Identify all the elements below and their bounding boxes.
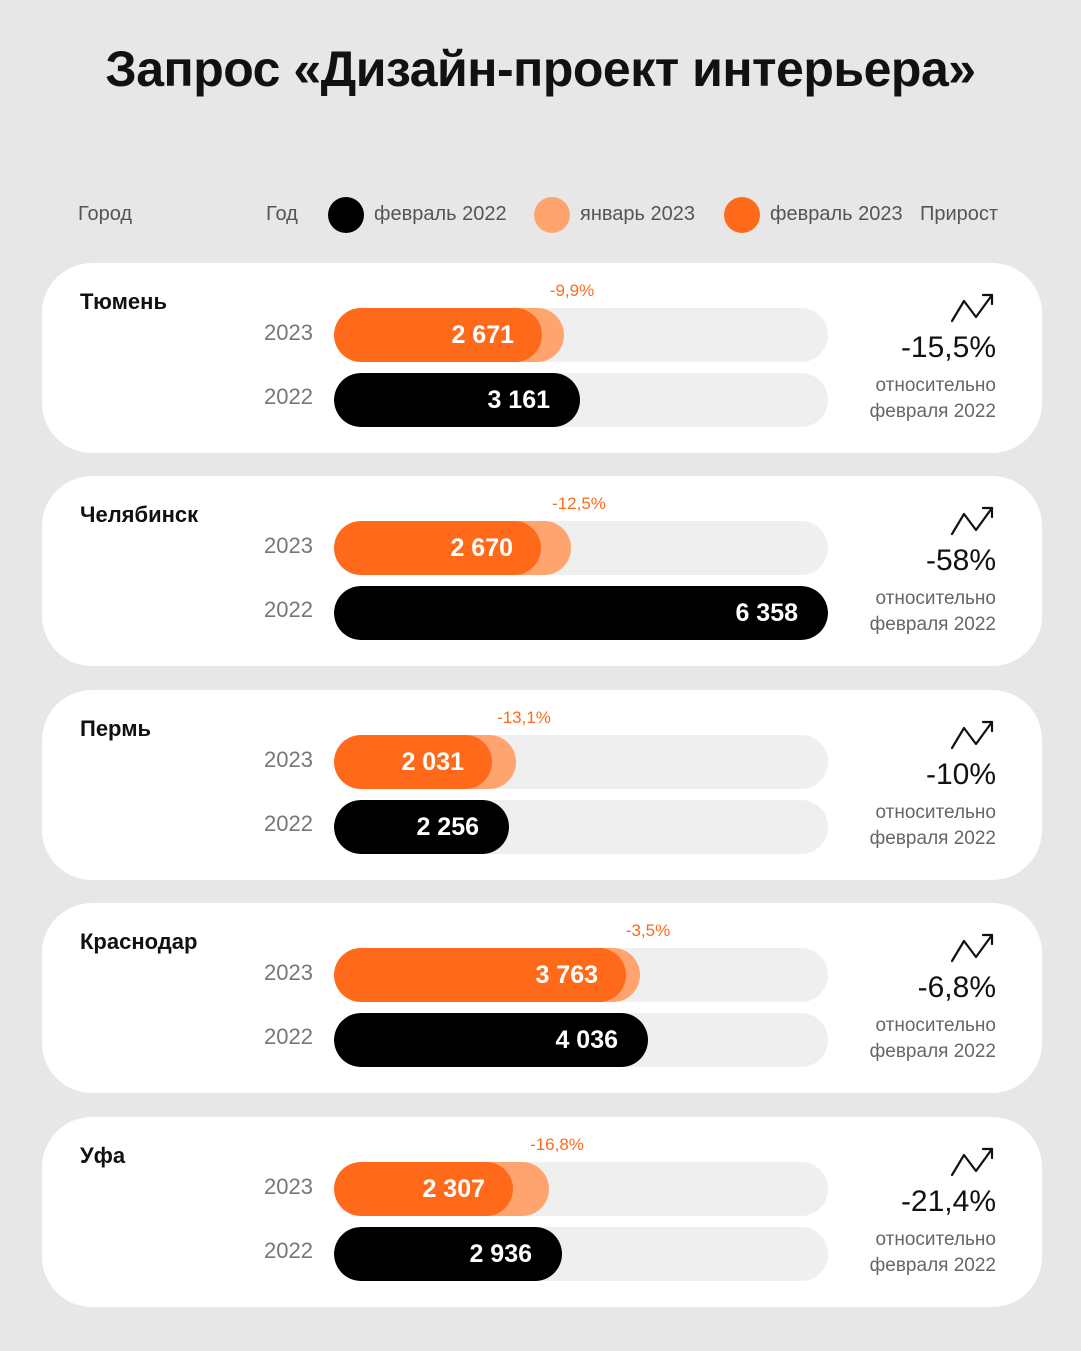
year-label-2022: 2022 [264,1238,324,1264]
relative-label-line2: февраля 2022 [870,614,996,636]
year-label-2023: 2023 [264,1174,324,1200]
trend-arrow-icon [950,1145,996,1179]
relative-label-line2: февраля 2022 [870,1041,996,1063]
year-label-2023: 2023 [264,747,324,773]
relative-label-line1: относительно [876,802,997,824]
bar-feb2023-value: 2 671 [334,308,514,362]
year-label-2022: 2022 [264,1024,324,1050]
legend-feb2022-label: февраль 2022 [374,203,507,226]
trend-arrow-icon [950,291,996,325]
bar-feb2023-value: 2 307 [334,1162,485,1216]
mom-change-label: -16,8% [530,1135,584,1155]
legend-jan2023-swatch [534,197,570,233]
bar-track-2023: 2 671 [334,308,828,362]
trend-arrow-icon [950,931,996,965]
city-name: Челябинск [80,502,198,528]
bar-track-2022: 2 256 [334,800,828,854]
legend: Город Год февраль 2022 январь 2023 февра… [0,195,1081,235]
bar-track-2022: 4 036 [334,1013,828,1067]
city-card: Краснодар -3,5% 2023 3 763 2022 4 036 -6… [42,903,1042,1093]
legend-year-label: Год [266,203,298,226]
bar-feb2023-value: 3 763 [334,948,598,1002]
mom-change-label: -13,1% [497,708,551,728]
relative-label-line2: февраля 2022 [870,1255,996,1277]
year-label-2022: 2022 [264,811,324,837]
bar-feb2022-value: 2 936 [334,1227,532,1281]
year-label-2023: 2023 [264,533,324,559]
relative-label-line1: относительно [876,1015,997,1037]
bar-track-2023: 3 763 [334,948,828,1002]
year-label-2023: 2023 [264,320,324,346]
bar-track-2023: 2 670 [334,521,828,575]
relative-label-line2: февраля 2022 [870,401,996,423]
bar-feb2022-value: 4 036 [334,1013,618,1067]
city-card: Уфа -16,8% 2023 2 307 2022 2 936 -21,4% … [42,1117,1042,1307]
legend-feb2022-swatch [328,197,364,233]
bar-track-2023: 2 307 [334,1162,828,1216]
bar-track-2022: 2 936 [334,1227,828,1281]
growth-value: -15,5% [901,331,996,365]
city-card: Пермь -13,1% 2023 2 031 2022 2 256 -10% … [42,690,1042,880]
bar-feb2023-value: 2 031 [334,735,464,789]
growth-value: -58% [926,544,996,578]
trend-arrow-icon [950,718,996,752]
page-title: Запрос «Дизайн-проект интерьера» [0,40,1081,98]
bar-feb2022-value: 2 256 [334,800,479,854]
mom-change-label: -3,5% [626,921,670,941]
bar-track-2022: 6 358 [334,586,828,640]
year-label-2022: 2022 [264,597,324,623]
bar-feb2022-value: 3 161 [334,373,550,427]
city-card: Тюмень -9,9% 2023 2 671 2022 3 161 -15,5… [42,263,1042,453]
city-name: Краснодар [80,929,197,955]
relative-label-line2: февраля 2022 [870,828,996,850]
bar-track-2023: 2 031 [334,735,828,789]
city-name: Пермь [80,716,151,742]
city-name: Тюмень [80,289,167,315]
relative-label-line1: относительно [876,588,997,610]
mom-change-label: -12,5% [552,494,606,514]
year-label-2022: 2022 [264,384,324,410]
legend-feb2023-swatch [724,197,760,233]
relative-label-line1: относительно [876,375,997,397]
legend-city-label: Город [78,203,132,226]
relative-label-line1: относительно [876,1229,997,1251]
year-label-2023: 2023 [264,960,324,986]
bar-feb2023-value: 2 670 [334,521,513,575]
growth-value: -6,8% [918,971,996,1005]
growth-value: -21,4% [901,1185,996,1219]
legend-jan2023-label: январь 2023 [580,203,695,226]
city-card: Челябинск -12,5% 2023 2 670 2022 6 358 -… [42,476,1042,666]
legend-growth-label: Прирост [920,203,998,226]
city-name: Уфа [80,1143,125,1169]
growth-value: -10% [926,758,996,792]
mom-change-label: -9,9% [550,281,594,301]
legend-feb2023-label: февраль 2023 [770,203,903,226]
bar-feb2022-value: 6 358 [334,586,798,640]
bar-track-2022: 3 161 [334,373,828,427]
trend-arrow-icon [950,504,996,538]
